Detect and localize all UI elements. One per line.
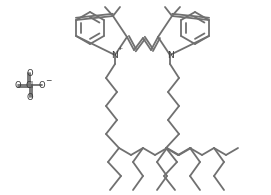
Text: +: + bbox=[117, 46, 122, 51]
Text: O: O bbox=[39, 81, 45, 90]
Text: −: − bbox=[45, 76, 51, 85]
Text: Cl: Cl bbox=[26, 81, 34, 90]
Text: O: O bbox=[27, 92, 33, 102]
Text: O: O bbox=[27, 68, 33, 77]
Text: N: N bbox=[167, 51, 173, 59]
Text: O: O bbox=[15, 81, 21, 90]
Text: N: N bbox=[112, 51, 118, 59]
